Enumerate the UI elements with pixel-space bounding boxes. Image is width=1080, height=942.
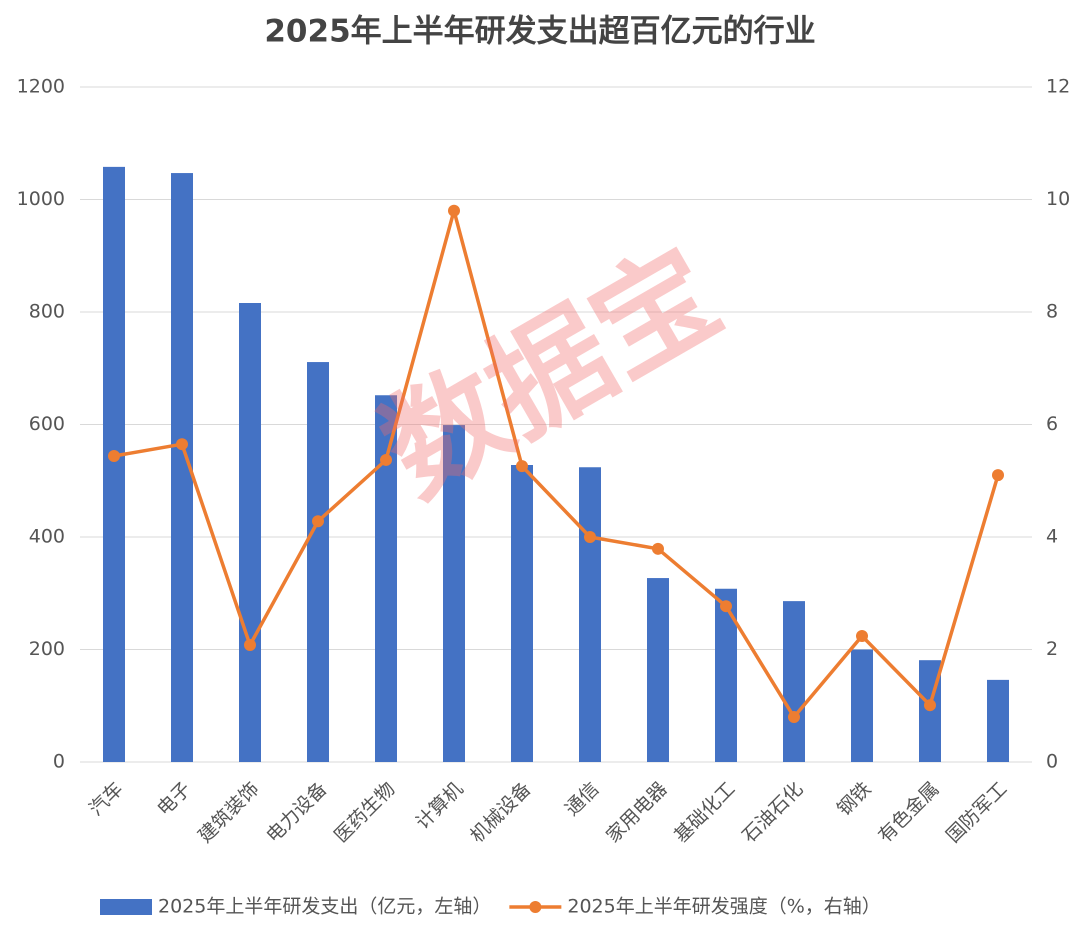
line-point bbox=[244, 639, 256, 651]
y2-tick-label: 8 bbox=[1046, 301, 1058, 323]
line-point bbox=[992, 469, 1004, 482]
y-tick-label: 1000 bbox=[17, 188, 65, 210]
line-point bbox=[380, 453, 392, 466]
bar bbox=[171, 173, 193, 762]
legend-label: 2025年上半年研发支出（亿元，左轴） bbox=[158, 896, 491, 918]
bar bbox=[579, 467, 601, 762]
y2-tick-label: 4 bbox=[1046, 526, 1058, 548]
y-tick-label: 400 bbox=[29, 526, 65, 548]
line bbox=[113, 209, 1000, 719]
x-tick-label: 石油石化 bbox=[738, 778, 807, 847]
y-tick-label: 1200 bbox=[17, 76, 65, 98]
x-tick-label: 钢铁 bbox=[833, 778, 875, 820]
y-tick-label: 0 bbox=[53, 751, 65, 773]
line-point bbox=[720, 600, 732, 613]
x-tick-label: 机械设备 bbox=[466, 778, 535, 847]
line-point bbox=[856, 630, 868, 642]
bar bbox=[103, 166, 125, 762]
line-point bbox=[108, 450, 120, 462]
x-tick-label: 建筑装饰 bbox=[194, 778, 263, 847]
x-tick-label: 有色金属 bbox=[874, 778, 943, 847]
line-point bbox=[652, 542, 664, 555]
watermark: 数据宝 bbox=[360, 223, 741, 523]
line-point bbox=[312, 515, 324, 528]
bar bbox=[511, 465, 533, 762]
line-point bbox=[516, 460, 528, 473]
bar bbox=[239, 303, 261, 762]
y2-tick-label: 0 bbox=[1046, 751, 1058, 773]
bar bbox=[443, 425, 465, 762]
bar bbox=[783, 601, 805, 762]
x-tick-label: 计算机 bbox=[412, 778, 468, 834]
y2-tick-label: 6 bbox=[1046, 413, 1058, 435]
x-tick-label: 通信 bbox=[561, 778, 603, 820]
line-point bbox=[924, 699, 936, 712]
bar bbox=[851, 649, 873, 762]
x-tick-label: 电子 bbox=[153, 778, 195, 820]
y-tick-label: 200 bbox=[29, 638, 65, 660]
x-tick-label: 国防军工 bbox=[942, 778, 1011, 847]
x-tick-label: 医药生物 bbox=[330, 778, 399, 847]
legend-swatch bbox=[529, 901, 542, 913]
y2-tick-label: 2 bbox=[1046, 638, 1058, 660]
line-point bbox=[788, 711, 800, 723]
bar bbox=[375, 395, 397, 762]
legend-label: 2025年上半年研发强度（%，右轴） bbox=[567, 896, 880, 918]
y2-tick-label: 10 bbox=[1046, 188, 1070, 210]
bar bbox=[647, 578, 669, 762]
line-point bbox=[584, 531, 596, 543]
line-point bbox=[176, 438, 188, 451]
x-tick-label: 基础化工 bbox=[670, 778, 739, 847]
x-tick-label: 汽车 bbox=[85, 778, 127, 820]
legend-swatch bbox=[100, 899, 152, 915]
y2-tick-label: 12 bbox=[1046, 76, 1070, 98]
y-tick-label: 600 bbox=[29, 413, 65, 435]
x-tick-label: 家用电器 bbox=[602, 778, 671, 847]
bar bbox=[715, 588, 737, 762]
bar bbox=[307, 362, 329, 762]
x-tick-label: 电力设备 bbox=[262, 778, 331, 847]
line-point bbox=[448, 204, 460, 217]
bar bbox=[987, 679, 1009, 762]
y-tick-label: 800 bbox=[29, 301, 65, 323]
chart-title: 2025年上半年研发支出超百亿元的行业 bbox=[264, 14, 815, 50]
